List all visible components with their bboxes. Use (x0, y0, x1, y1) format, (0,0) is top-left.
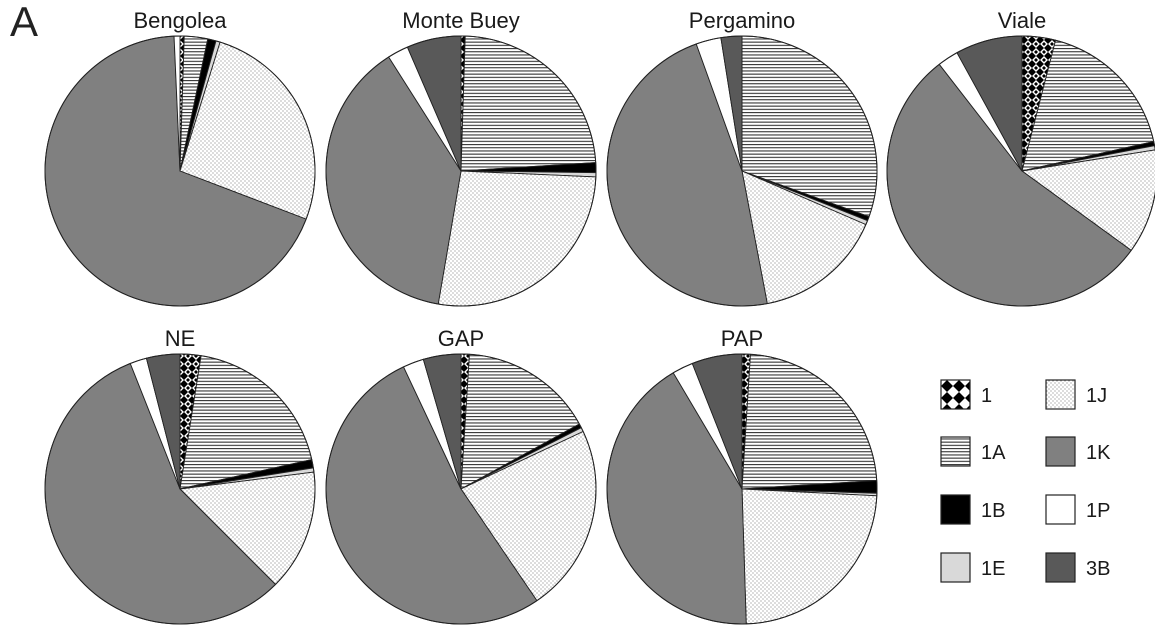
legend-label: 1B (981, 500, 1005, 522)
legend-swatch (940, 494, 971, 525)
legend-swatch (940, 552, 971, 583)
pie-gap: GAP (325, 326, 597, 625)
legend-label: 1J (1086, 385, 1107, 407)
legend-label: 1E (981, 558, 1005, 580)
legend-swatch (940, 379, 971, 410)
pie-outline (606, 353, 878, 625)
pie-title: Monte Buey (402, 8, 519, 33)
legend-item-1e: 1E (940, 552, 1005, 583)
pie-pergamino: Pergamino (606, 8, 878, 307)
legend-swatch (1045, 552, 1076, 583)
legend-item-1k: 1K (1045, 436, 1111, 467)
pie-title: Bengolea (134, 8, 228, 33)
legend-swatch (940, 436, 971, 467)
legend-item-1p: 1P (1045, 494, 1110, 525)
legend-item-1b: 1B (940, 494, 1005, 525)
pie-slice-monte-buey-1j (437, 170, 597, 307)
pie-viale: Viale (886, 8, 1155, 307)
pie-bengolea: Bengolea (44, 8, 316, 307)
pie-slice-pap-1a (741, 353, 878, 490)
legend-item-1a: 1A (940, 436, 1006, 467)
pie-outline (325, 35, 597, 307)
legend-label: 1K (1086, 442, 1111, 464)
pies-group: Bengolea Monte Buey Pergamino Viale NE GAP PAP (44, 8, 1155, 625)
pie-pap: PAP (606, 326, 878, 625)
pie-title: Viale (998, 8, 1047, 33)
pie-outline (44, 353, 316, 625)
legend-item-1: 1 (940, 379, 992, 410)
pie-title: Pergamino (689, 8, 795, 33)
legend-item-1j: 1J (1045, 379, 1107, 410)
legend-label: 1A (981, 442, 1006, 464)
legend-label: 1P (1086, 500, 1110, 522)
legend-swatch (1045, 436, 1076, 467)
pie-outline (886, 35, 1155, 307)
pie-outline (606, 35, 878, 307)
pie-title: GAP (438, 326, 484, 351)
legend: 1 1J 1A 1K 1B 1P 1E 3B (940, 379, 1111, 583)
pie-ne: NE (44, 326, 316, 625)
pie-outline (44, 35, 316, 307)
pie-title: PAP (721, 326, 763, 351)
pie-title: NE (165, 326, 196, 351)
legend-label: 1 (981, 385, 992, 407)
legend-label: 3B (1086, 558, 1110, 580)
legend-item-3b: 3B (1045, 552, 1110, 583)
pie-slice-monte-buey-1a (460, 35, 597, 172)
panel-label: A (10, 0, 39, 45)
pie-outline (325, 353, 597, 625)
pie-slice-pap-1j (741, 488, 878, 625)
legend-swatch (1045, 379, 1076, 410)
pie-monte-buey: Monte Buey (325, 8, 597, 307)
legend-swatch (1045, 494, 1076, 525)
